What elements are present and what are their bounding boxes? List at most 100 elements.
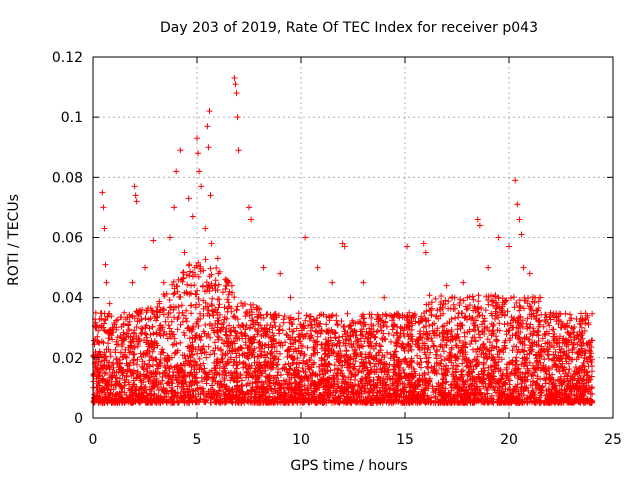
data-point: [132, 192, 139, 199]
data-point: [179, 309, 186, 316]
data-point: [177, 147, 184, 154]
data-points: [96, 75, 594, 397]
data-point: [578, 324, 585, 331]
data-point: [277, 270, 284, 277]
data-point: [520, 264, 527, 271]
data-point: [150, 237, 157, 244]
data-point: [420, 240, 427, 247]
data-point: [181, 249, 188, 256]
data-point: [431, 342, 438, 349]
data-point: [404, 243, 411, 250]
x-tick-label: 10: [292, 432, 310, 448]
data-point: [341, 243, 348, 250]
data-point: [231, 75, 238, 82]
data-point: [460, 279, 467, 286]
data-point: [232, 81, 239, 88]
data-point: [381, 294, 388, 301]
data-point: [142, 264, 148, 271]
data-point: [160, 279, 167, 286]
data-point: [485, 264, 492, 271]
data-point: [185, 195, 192, 202]
data-point: [476, 222, 483, 229]
data-point: [189, 213, 196, 220]
x-tick-label: 15: [396, 432, 414, 448]
data-point: [318, 354, 325, 361]
data-point: [204, 123, 211, 130]
data-point: [587, 339, 594, 346]
x-tick-label: 20: [500, 432, 518, 448]
data-point: [451, 378, 458, 385]
data-point: [131, 183, 138, 190]
y-tick-label: 0.12: [52, 50, 83, 66]
y-tick-label: 0.08: [52, 170, 83, 186]
data-point: [191, 264, 198, 271]
data-point: [474, 216, 481, 223]
data-point: [214, 255, 221, 262]
data-point: [100, 204, 107, 211]
data-point: [302, 234, 309, 241]
y-tick-label: 0.02: [52, 351, 83, 367]
grid-lines: [93, 57, 613, 418]
data-point: [518, 231, 525, 238]
data-point: [156, 330, 163, 337]
data-point: [102, 261, 109, 268]
data-point: [110, 324, 117, 331]
data-point: [506, 243, 512, 250]
data-point: [198, 183, 205, 190]
data-point: [96, 339, 103, 346]
data-point: [194, 135, 200, 142]
x-tick-label: 0: [89, 432, 98, 448]
data-point: [114, 360, 121, 367]
y-axis-label: ROTI / TECUs: [6, 194, 22, 286]
data-point: [568, 324, 575, 331]
data-point: [516, 216, 523, 223]
data-point: [121, 309, 128, 316]
data-point: [99, 189, 106, 196]
data-point: [391, 390, 398, 397]
data-point: [248, 216, 255, 223]
y-axis-ticks: 0 0.02 0.04 0.06 0.08 0.1 0.12: [52, 50, 613, 427]
data-point: [543, 387, 550, 394]
x-axis-label: GPS time / hours: [290, 458, 407, 474]
data-point: [339, 240, 346, 247]
data-point: [268, 348, 275, 355]
y-tick-label: 0: [74, 411, 83, 427]
data-point: [260, 264, 267, 271]
data-point: [234, 114, 241, 121]
data-point: [537, 294, 544, 301]
data-point: [558, 318, 564, 325]
data-point: [133, 198, 140, 205]
data-point: [464, 294, 471, 301]
y-tick-label: 0.06: [52, 231, 83, 247]
data-point: [233, 90, 240, 97]
x-axis-ticks: 0 5 10 15 20 25: [89, 57, 622, 448]
data-point: [512, 177, 519, 184]
data-point: [547, 309, 554, 316]
data-point: [293, 384, 300, 391]
data-point: [171, 204, 178, 211]
data-point: [166, 234, 173, 241]
data-point: [108, 378, 115, 385]
chart-title: Day 203 of 2019, Rate Of TEC Index for r…: [160, 20, 538, 36]
y-tick-label: 0.04: [52, 291, 83, 307]
data-point: [443, 282, 450, 289]
data-point: [314, 264, 321, 271]
data-point: [196, 168, 203, 175]
data-point: [195, 150, 202, 157]
data-point: [173, 168, 180, 175]
data-point: [98, 315, 105, 322]
data-point: [205, 144, 212, 151]
data-point: [218, 324, 225, 331]
data-point: [129, 279, 136, 286]
x-tick-label: 5: [193, 432, 202, 448]
data-point: [553, 366, 560, 373]
data-point: [329, 279, 336, 286]
data-point: [206, 108, 213, 115]
data-point: [360, 279, 367, 286]
data-point: [208, 240, 215, 247]
data-point: [495, 234, 502, 241]
data-point: [406, 309, 413, 316]
bulk-scatter-points: [90, 256, 596, 406]
bulk-points-path: [90, 256, 596, 406]
